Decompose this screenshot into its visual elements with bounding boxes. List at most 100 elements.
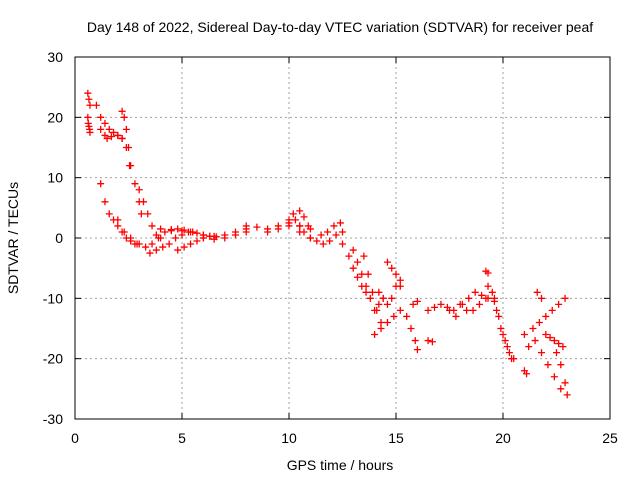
data-point (428, 338, 436, 346)
data-point (383, 300, 391, 308)
x-tick-label: 5 (178, 430, 186, 446)
data-point (285, 216, 293, 224)
data-point (85, 95, 93, 103)
data-point (285, 222, 293, 230)
data-point (154, 234, 162, 242)
series-arc37 (533, 288, 546, 302)
data-point (174, 246, 182, 254)
data-point (291, 216, 299, 224)
data-point (289, 210, 297, 218)
data-point (199, 234, 207, 242)
data-point (167, 226, 175, 234)
data-point (546, 334, 554, 342)
data-point (139, 198, 147, 206)
data-point (375, 288, 383, 296)
series-arc13 (199, 228, 250, 243)
data-point (456, 300, 464, 308)
series-arc33 (484, 282, 518, 363)
data-point (101, 198, 109, 206)
data-point (431, 303, 439, 311)
data-point (469, 306, 477, 314)
data-point (114, 131, 122, 139)
data-point (495, 312, 503, 320)
data-point (392, 270, 400, 278)
data-point (437, 300, 445, 308)
data-point (336, 219, 344, 227)
series-arc21 (349, 246, 387, 314)
data-point (86, 128, 94, 136)
data-point (180, 243, 188, 251)
data-point (148, 240, 156, 248)
data-point (353, 258, 361, 266)
series-arc15 (264, 222, 304, 236)
data-point (550, 373, 558, 381)
series-arc28 (424, 337, 436, 346)
data-point (555, 340, 563, 348)
data-point (319, 240, 327, 248)
data-point (349, 264, 357, 272)
data-point (242, 228, 250, 236)
data-point (339, 240, 346, 248)
series-arc35 (520, 331, 533, 351)
data-point (497, 325, 505, 332)
data-point (232, 231, 239, 239)
data-point (523, 370, 531, 378)
data-points (84, 89, 571, 399)
series-arc31 (456, 294, 490, 314)
data-point (561, 294, 569, 302)
series-arc34 (490, 294, 516, 363)
series-arc39 (531, 337, 571, 399)
data-point (86, 101, 94, 109)
data-point (131, 180, 139, 188)
series-arc7 (114, 216, 141, 248)
data-point (345, 252, 353, 260)
series-arc10 (146, 228, 192, 257)
x-axis-label: GPS time / hours (287, 457, 394, 473)
data-point (377, 318, 385, 326)
data-point (110, 128, 118, 136)
data-point (463, 306, 471, 314)
y-tick-labels: -30 -20 -10 0 10 20 30 (43, 49, 63, 427)
series-arc40 (542, 331, 567, 351)
y-tick-label: 0 (55, 230, 63, 246)
series-arc2 (84, 113, 94, 136)
data-point (97, 125, 105, 133)
data-point (533, 288, 541, 296)
data-point (362, 282, 370, 290)
data-point (353, 273, 361, 281)
data-point (118, 107, 126, 115)
data-point (550, 337, 558, 345)
series-arc32 (482, 267, 492, 277)
data-point (557, 361, 565, 369)
data-point (478, 291, 486, 299)
data-point (388, 294, 396, 302)
data-point (221, 234, 229, 242)
data-point (396, 306, 404, 314)
data-point (161, 228, 169, 236)
series-arc19 (317, 219, 344, 239)
chart-title: Day 148 of 2022, Sidereal Day-to-day VTE… (87, 19, 593, 35)
data-point (563, 391, 571, 399)
data-point (482, 294, 490, 302)
data-point (484, 269, 492, 277)
x-tick-labels: 0 5 10 15 20 25 (71, 430, 618, 446)
data-point (383, 318, 391, 326)
data-point (120, 228, 128, 236)
data-point (172, 234, 180, 242)
data-point (146, 249, 154, 257)
data-point (125, 144, 132, 151)
data-point (120, 113, 128, 121)
data-point (542, 331, 550, 339)
data-point (103, 134, 111, 142)
data-point (520, 331, 528, 339)
x-tick-label: 10 (281, 430, 297, 446)
data-point (304, 222, 312, 230)
data-point (144, 210, 152, 218)
data-point (529, 325, 537, 332)
data-point (210, 235, 218, 243)
data-point (371, 331, 379, 339)
data-point (187, 240, 195, 248)
data-point (349, 246, 357, 254)
